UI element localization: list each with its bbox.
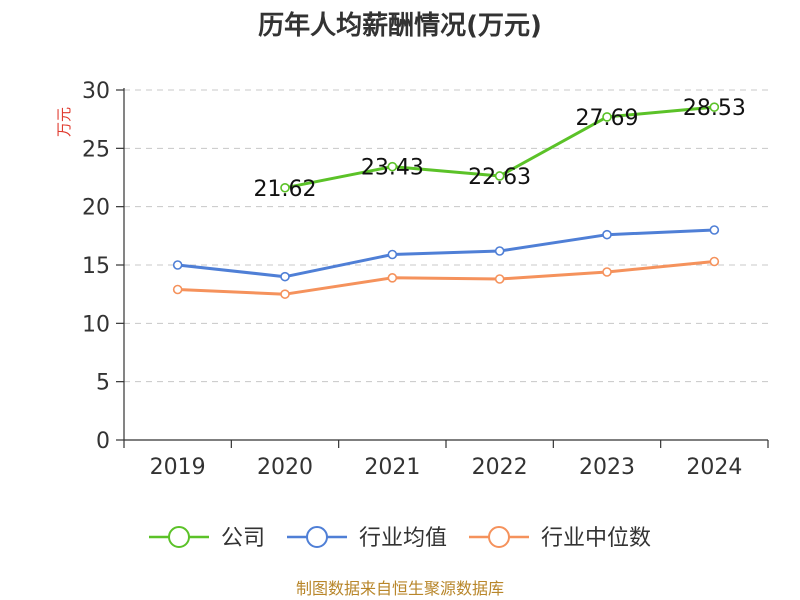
y-tick-label: 10: [82, 312, 110, 337]
legend-item: 公司: [149, 526, 265, 551]
y-tick-label: 30: [82, 79, 110, 104]
x-tick-label: 2024: [686, 455, 742, 480]
data-point: [387, 273, 398, 283]
data-point: [709, 256, 720, 267]
data-label: 23.43: [361, 156, 424, 181]
data-point: [709, 225, 720, 235]
x-tick-label: 2019: [150, 455, 206, 480]
data-label: 28.53: [683, 96, 746, 121]
legend-item: 行业均值: [287, 526, 447, 551]
axes: 0 5 10 15 20 25 30 2019 2020 2021 2022 2023 2024: [82, 79, 769, 480]
legend-label: 公司: [221, 526, 265, 551]
chart-title: 历年人均薪酬情况(万元): [258, 10, 542, 41]
x-tick-label: 2021: [364, 455, 420, 480]
series: [172, 102, 720, 299]
data-point: [387, 161, 398, 172]
source-note: 制图数据来自恒生聚源数据库: [296, 579, 504, 598]
legend-marker: [488, 526, 510, 548]
series-line-3: [177, 260, 715, 296]
data-point: [172, 260, 183, 270]
x-tick-label: 2023: [579, 455, 635, 480]
data-point: [280, 289, 290, 299]
y-tick-label: 25: [82, 137, 110, 162]
data-label: 27.69: [576, 106, 639, 131]
y-tick-label: 0: [96, 429, 110, 454]
data-labels: 21.62 23.43 22.63 27.69 28.53: [254, 96, 746, 202]
legend-marker: [306, 526, 328, 548]
data-point: [602, 267, 612, 277]
legend-label: 行业均值: [359, 526, 447, 551]
data-point: [280, 182, 290, 193]
data-label: 21.62: [254, 177, 317, 202]
x-tick-label: 2020: [257, 455, 313, 480]
x-tick-label: 2022: [472, 455, 528, 480]
data-point: [387, 249, 398, 260]
data-point: [172, 284, 183, 295]
data-point: [280, 271, 290, 282]
legend-marker: [168, 526, 190, 548]
data-point: [602, 112, 612, 122]
data-point: [494, 274, 505, 284]
data-point: [709, 102, 720, 112]
y-tick-label: 15: [82, 254, 110, 279]
y-tick-label: 20: [82, 196, 110, 221]
legend-item: 行业中位数: [469, 526, 651, 551]
data-label: 22.63: [468, 165, 531, 190]
data-point: [494, 246, 505, 256]
grid-lines: [124, 89, 768, 383]
y-tick-label: 5: [96, 371, 110, 396]
legend-label: 行业中位数: [541, 526, 651, 551]
data-point: [602, 229, 612, 240]
series-line-2: [177, 228, 715, 279]
data-point: [494, 171, 505, 181]
legend: 公司 行业均值 行业中位数: [149, 526, 651, 551]
y-axis-label: 万元: [55, 107, 73, 137]
